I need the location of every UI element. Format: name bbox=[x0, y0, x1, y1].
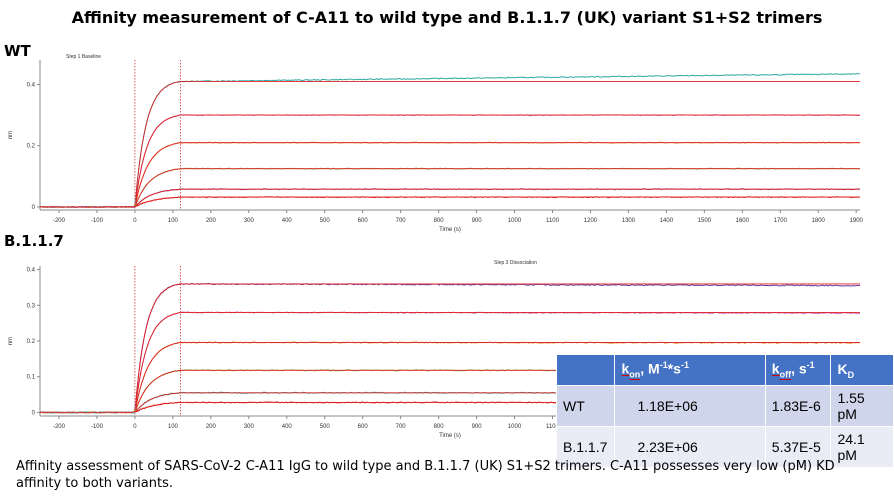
x-tick-label: -200 bbox=[53, 218, 66, 224]
x-tick-label: 300 bbox=[244, 424, 255, 430]
x-tick-label: 0 bbox=[133, 218, 137, 224]
x-tick-label: 1100 bbox=[546, 424, 560, 430]
y-tick-label: 0.4 bbox=[27, 82, 36, 88]
kinetics-table: kon, M-1*s-1 koff, s-1 KD WT 1.18E+06 1.… bbox=[555, 354, 894, 468]
kon-header-rest: , M bbox=[640, 360, 660, 377]
kd-value: 24.1 pM bbox=[830, 426, 894, 468]
step-label: Step 1 Baseline bbox=[66, 54, 101, 60]
kon-header-sup2: -1 bbox=[680, 360, 689, 371]
x-tick-label: -100 bbox=[91, 218, 104, 224]
x-tick-label: 1400 bbox=[660, 218, 674, 224]
x-tick-label: 700 bbox=[396, 424, 407, 430]
koff-header-sub: off bbox=[779, 369, 792, 380]
corner-cell bbox=[555, 354, 616, 386]
koff-value: 1.83E-6 bbox=[764, 385, 832, 427]
koff-header-sup: -1 bbox=[806, 360, 815, 371]
x-tick-label: 100 bbox=[168, 218, 179, 224]
x-tick-label: 1800 bbox=[812, 218, 826, 224]
fit-curve-line bbox=[135, 311, 860, 407]
x-tick-label: -200 bbox=[53, 424, 66, 430]
x-tick-label: -100 bbox=[91, 424, 104, 430]
kon-header-rest2: *s bbox=[667, 360, 681, 377]
kon-value: 1.18E+06 bbox=[614, 385, 766, 427]
x-tick-label: 700 bbox=[396, 218, 407, 224]
koff-value: 5.37E-5 bbox=[764, 426, 832, 468]
x-tick-label: 1900 bbox=[850, 218, 864, 224]
x-tick-label: 800 bbox=[434, 218, 445, 224]
y-tick-label: 0.2 bbox=[27, 339, 36, 345]
x-tick-label: 1200 bbox=[584, 218, 598, 224]
kon-header: kon, M-1*s-1 bbox=[614, 354, 766, 386]
y-tick-label: 0 bbox=[32, 410, 36, 416]
row-name: B.1.1.7 bbox=[555, 426, 616, 468]
kd-header-sub: D bbox=[847, 369, 855, 380]
fit-curve-line bbox=[135, 188, 860, 207]
x-tick-label: 500 bbox=[320, 218, 331, 224]
data-series-line bbox=[40, 114, 861, 208]
x-tick-label: 1700 bbox=[774, 218, 788, 224]
fit-curve-line bbox=[135, 142, 860, 204]
y-axis-label: nm bbox=[8, 337, 14, 345]
kd-header: KD bbox=[830, 354, 894, 386]
x-tick-label: 200 bbox=[206, 218, 217, 224]
x-tick-label: 1100 bbox=[546, 218, 560, 224]
fit-curve-line bbox=[135, 114, 860, 202]
panel-label-wt: WT bbox=[4, 42, 31, 60]
x-tick-label: 1300 bbox=[622, 218, 636, 224]
data-series-line bbox=[39, 73, 861, 208]
kon-header-sup: -1 bbox=[659, 360, 668, 371]
row-name: WT bbox=[555, 385, 616, 427]
x-tick-label: 900 bbox=[472, 218, 483, 224]
chart-title: Affinity measurement of C-A11 to wild ty… bbox=[71, 8, 823, 27]
y-tick-label: 0.2 bbox=[27, 144, 36, 150]
table-row: B.1.1.7 2.23E+06 5.37E-5 24.1 pM bbox=[555, 426, 894, 468]
x-tick-label: 1000 bbox=[508, 218, 522, 224]
x-tick-label: 1500 bbox=[698, 218, 712, 224]
kon-value: 2.23E+06 bbox=[614, 426, 766, 468]
fit-curve-line bbox=[135, 196, 860, 207]
kd-header-k: K bbox=[837, 360, 848, 377]
x-tick-label: 900 bbox=[472, 424, 483, 430]
y-tick-label: 0.3 bbox=[27, 303, 36, 309]
koff-header-rest: , s bbox=[791, 360, 807, 377]
x-axis-label: Time (s) bbox=[439, 433, 461, 439]
y-axis-label: nm bbox=[8, 131, 14, 139]
y-tick-label: 0.4 bbox=[27, 268, 36, 274]
x-tick-label: 300 bbox=[244, 218, 255, 224]
x-tick-label: 100 bbox=[168, 424, 179, 430]
kon-header-k: k bbox=[621, 360, 630, 377]
fit-curve-line bbox=[135, 341, 860, 409]
kon-header-sub: on bbox=[629, 369, 641, 380]
table-row: WT 1.18E+06 1.83E-6 1.55 pM bbox=[555, 385, 894, 427]
figure-caption: Affinity assessment of SARS-CoV-2 C-A11 … bbox=[16, 459, 835, 491]
y-tick-label: 0.1 bbox=[27, 375, 36, 381]
kd-value: 1.55 pM bbox=[830, 385, 894, 427]
x-tick-label: 0 bbox=[133, 424, 137, 430]
y-tick-label: 0 bbox=[32, 205, 36, 211]
koff-header: koff, s-1 bbox=[764, 354, 832, 386]
koff-header-k: k bbox=[771, 360, 780, 377]
x-tick-label: 600 bbox=[358, 218, 369, 224]
x-tick-label: 500 bbox=[320, 424, 331, 430]
x-tick-label: 400 bbox=[282, 424, 293, 430]
x-tick-label: 600 bbox=[358, 424, 369, 430]
wt-sensorgram: -200 -100 0 100 200 300 400 500 600 700 800 900 1000… bbox=[8, 54, 864, 233]
x-tick-label: 200 bbox=[206, 424, 217, 430]
kinetics-header-row: kon, M-1*s-1 koff, s-1 KD bbox=[555, 354, 894, 386]
x-tick-label: 400 bbox=[282, 218, 293, 224]
x-tick-label: 800 bbox=[434, 424, 445, 430]
step-label: Step 3 Dissociation bbox=[494, 260, 537, 266]
data-series-line bbox=[39, 167, 861, 208]
panel-label-b117: B.1.1.7 bbox=[4, 232, 64, 250]
x-tick-label: 1600 bbox=[736, 218, 750, 224]
x-tick-label: 1000 bbox=[508, 424, 522, 430]
fit-curve-line bbox=[135, 80, 860, 199]
fit-curve-line bbox=[135, 283, 860, 404]
x-axis-label: Time (s) bbox=[439, 227, 461, 233]
fit-curve-line bbox=[135, 168, 860, 206]
